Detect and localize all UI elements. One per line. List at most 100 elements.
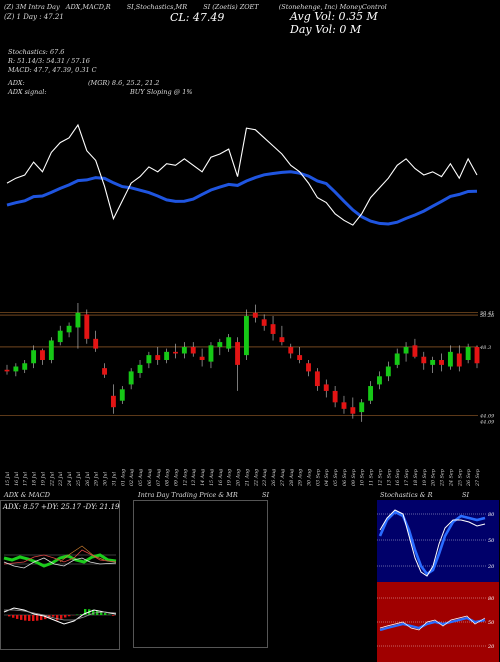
date-tick-label: 16 Jul	[14, 471, 20, 486]
date-tick-label: 27 Sep	[475, 469, 481, 487]
date-tick-label: 02 Aug	[129, 469, 135, 486]
date-tick-label: 23 Jul	[58, 471, 64, 487]
candle-body	[67, 326, 72, 333]
date-tick-label: 30 Aug	[307, 469, 313, 486]
candle-body	[93, 339, 98, 349]
date-tick-label: 06 Aug	[147, 469, 153, 486]
candle-body	[244, 316, 249, 355]
date-tick-label: 26 Jul	[85, 471, 91, 487]
rsi-tick-50: 50	[488, 620, 495, 626]
date-tick-label: 23 Aug	[262, 469, 268, 487]
candle-body	[22, 363, 27, 370]
candle-body	[475, 347, 480, 363]
candle-body	[395, 353, 400, 364]
macd-histogram-bar	[24, 615, 26, 621]
macd-histogram-bar	[28, 615, 30, 621]
candle-body	[13, 367, 18, 372]
candle-body	[439, 360, 444, 365]
rsi-tick-20: 20	[487, 644, 495, 650]
date-tick-label: 18 Jul	[32, 471, 38, 486]
date-tick-label: 19 Aug	[227, 469, 233, 486]
date-tick-label: 07 Aug	[156, 469, 162, 486]
macd-histogram-bar	[104, 613, 106, 615]
candle-body	[200, 357, 205, 360]
macd-histogram-bar	[16, 615, 18, 619]
candle-body	[271, 324, 276, 334]
candle-body	[324, 384, 329, 391]
date-tick-label: 19 Sep	[422, 469, 428, 486]
candle-body	[386, 367, 391, 377]
candle-body	[173, 352, 178, 354]
date-tick-label: 18 Sep	[413, 469, 419, 486]
candle-body	[84, 314, 89, 338]
candle-body	[155, 355, 160, 360]
date-tick-label: 27 Aug	[280, 469, 286, 487]
date-tick-label: 04 Sep	[324, 469, 330, 486]
candle-body	[102, 368, 107, 375]
candle-body	[350, 407, 355, 414]
date-tick-label: 24 Sep	[448, 469, 454, 487]
candle-body	[209, 345, 214, 361]
date-tick-label: 01 Aug	[120, 469, 126, 486]
date-tick-label: 12 Sep	[377, 469, 383, 486]
candle-body	[129, 371, 134, 384]
date-tick-label: 06 Sep	[342, 469, 348, 486]
candle-body	[226, 337, 231, 348]
candle-body	[279, 337, 284, 342]
date-tick-label: 20 Aug	[236, 469, 242, 487]
macd-histogram-bar	[68, 615, 70, 616]
rsi-tick-80: 80	[488, 596, 495, 602]
candle-body	[377, 376, 382, 384]
date-tick-label: 29 Jul	[94, 471, 100, 487]
candle-body	[297, 355, 302, 360]
candle-body	[412, 345, 417, 356]
macd-histogram-bar	[8, 615, 10, 616]
macd-histogram-bar	[112, 615, 114, 616]
candle-body	[342, 402, 347, 409]
date-tick-label: 26 Sep	[466, 469, 472, 487]
date-tick-label: 26 Aug	[271, 469, 277, 487]
stoch-tick-80: 80	[488, 512, 495, 518]
date-tick-label: 31 Jul	[111, 471, 117, 486]
candle-body	[58, 331, 63, 342]
candle-body	[235, 342, 240, 365]
candle-body	[40, 350, 45, 360]
date-tick-label: 08 Aug	[165, 469, 171, 486]
candle-body	[430, 360, 435, 365]
candle-body	[5, 370, 10, 372]
intra-panel-suffix: SI	[262, 491, 269, 499]
date-tick-label: 25 Jul	[76, 471, 82, 487]
date-tick-label: 05 Aug	[138, 469, 144, 486]
candle-body	[448, 352, 453, 367]
date-tick-label: 22 Jul	[49, 471, 55, 487]
moving-average-line	[7, 172, 477, 224]
date-tick-label: 09 Aug	[173, 469, 179, 486]
date-tick-label: 25 Sep	[457, 469, 463, 487]
macd-histogram-bar	[60, 615, 62, 619]
candle-body	[49, 340, 54, 360]
date-tick-label: 17 Sep	[404, 469, 410, 486]
date-tick-label: 20 Sep	[431, 469, 437, 487]
date-tick-label: 30 Jul	[103, 471, 109, 486]
candle-body	[120, 389, 125, 400]
stoch-panel-suffix: SI	[462, 491, 469, 499]
adx-panel-title: ADX & MACD	[4, 491, 50, 499]
adx-macd-panel: ADX: 8.57 +DY: 25.17 -DY: 21.19	[0, 500, 120, 650]
candle-body	[191, 347, 196, 354]
candle-body	[111, 396, 116, 407]
price-level-label: 50.26	[480, 313, 495, 319]
candle-body	[359, 402, 364, 412]
intraday-panel	[133, 500, 268, 648]
candle-body	[182, 347, 187, 354]
candle-body	[288, 347, 293, 354]
candle-body	[421, 357, 426, 364]
date-tick-label: 14 Aug	[200, 469, 206, 486]
price-level-label: 48.3	[479, 345, 491, 351]
candle-body	[76, 313, 81, 328]
date-tick-label: 15 Aug	[209, 469, 215, 486]
candle-body	[146, 355, 151, 363]
date-tick-label: 05 Sep	[333, 469, 339, 486]
candle-body	[333, 391, 338, 402]
macd-histogram-bar	[20, 615, 22, 620]
